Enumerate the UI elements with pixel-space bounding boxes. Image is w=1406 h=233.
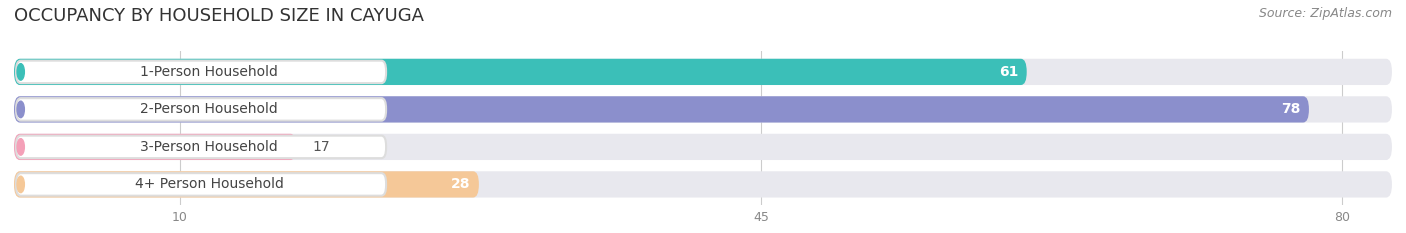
FancyBboxPatch shape: [14, 134, 297, 160]
Circle shape: [17, 139, 24, 155]
Circle shape: [17, 176, 24, 193]
Text: 4+ Person Household: 4+ Person Household: [135, 177, 284, 192]
Circle shape: [17, 101, 24, 118]
Circle shape: [17, 64, 24, 80]
Text: Source: ZipAtlas.com: Source: ZipAtlas.com: [1258, 7, 1392, 20]
FancyBboxPatch shape: [15, 61, 387, 83]
FancyBboxPatch shape: [14, 134, 1392, 160]
Text: OCCUPANCY BY HOUSEHOLD SIZE IN CAYUGA: OCCUPANCY BY HOUSEHOLD SIZE IN CAYUGA: [14, 7, 425, 25]
FancyBboxPatch shape: [14, 171, 1392, 198]
Text: 78: 78: [1281, 102, 1301, 116]
FancyBboxPatch shape: [15, 98, 387, 121]
FancyBboxPatch shape: [15, 173, 387, 196]
Text: 28: 28: [451, 177, 471, 192]
FancyBboxPatch shape: [14, 59, 1392, 85]
FancyBboxPatch shape: [14, 59, 1026, 85]
Text: 61: 61: [1000, 65, 1018, 79]
Text: 3-Person Household: 3-Person Household: [141, 140, 278, 154]
FancyBboxPatch shape: [14, 171, 479, 198]
FancyBboxPatch shape: [15, 136, 387, 158]
FancyBboxPatch shape: [14, 96, 1392, 123]
Text: 2-Person Household: 2-Person Household: [141, 102, 278, 116]
Text: 1-Person Household: 1-Person Household: [141, 65, 278, 79]
Text: 17: 17: [314, 140, 330, 154]
FancyBboxPatch shape: [14, 96, 1309, 123]
